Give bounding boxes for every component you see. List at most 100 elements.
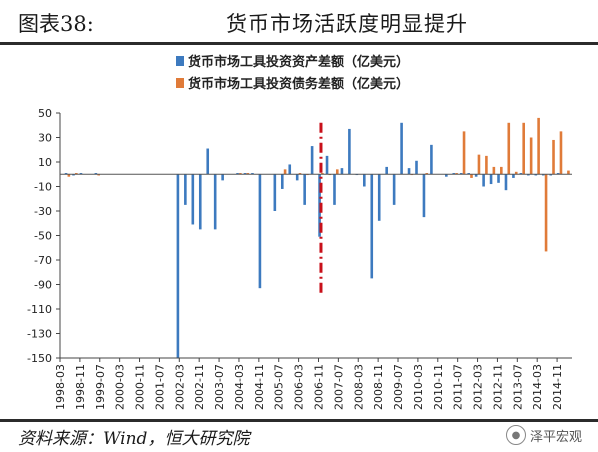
x-tick-label: 2012-03: [472, 364, 485, 410]
bar: [541, 174, 545, 176]
bar: [529, 137, 533, 175]
bar: [527, 174, 530, 176]
y-tick-label: -130: [27, 328, 52, 341]
bar: [79, 173, 83, 175]
bar: [514, 171, 518, 175]
bar: [430, 144, 433, 175]
figure-title: 货币市场活跃度明显提升: [226, 12, 468, 36]
bar: [459, 173, 463, 175]
source-note: 资料来源：Wind，恒大研究院: [18, 429, 250, 449]
x-tick-label: 2014-11: [551, 364, 564, 410]
bar: [340, 168, 344, 175]
x-tick-label: 2010-11: [432, 364, 445, 410]
bar: [363, 174, 366, 187]
bar: [534, 174, 538, 176]
x-tick-label: 2002-11: [193, 364, 206, 410]
bar: [236, 173, 239, 175]
bar: [567, 170, 570, 175]
bar: [559, 131, 563, 175]
bar: [500, 166, 503, 175]
bar: [377, 174, 381, 221]
bar: [497, 174, 500, 183]
y-tick-label: -70: [34, 254, 52, 267]
bar: [335, 169, 339, 175]
bar: [283, 169, 287, 175]
top-rule: [0, 42, 598, 45]
y-tick-label: -110: [27, 303, 52, 316]
x-tick-label: 2014-03: [531, 364, 544, 410]
bar: [198, 174, 202, 230]
legend-label: 货币市场工具投资债务差额（亿美元）: [188, 76, 409, 92]
x-tick-label: 2001-07: [153, 364, 166, 410]
bar: [310, 146, 314, 175]
bar: [504, 174, 508, 191]
bar: [477, 154, 481, 175]
bar: [415, 160, 418, 175]
x-tick-label: 2008-03: [352, 364, 365, 410]
bar: [425, 173, 429, 175]
legend-label: 货币市场工具投资资产差额（亿美元）: [188, 54, 409, 70]
x-tick-label: 2003-07: [213, 364, 226, 410]
bar: [321, 173, 324, 175]
x-tick-label: 2006-03: [293, 364, 306, 410]
bar: [512, 174, 515, 178]
bar: [251, 173, 254, 175]
bar: [552, 139, 555, 175]
x-tick-label: 2010-03: [412, 364, 425, 410]
bar: [213, 174, 217, 230]
bar: [97, 174, 100, 176]
y-tick-label: -50: [34, 230, 52, 243]
bar: [455, 173, 458, 175]
bar: [75, 173, 78, 175]
x-tick-label: 2007-07: [332, 364, 345, 410]
bar: [537, 117, 540, 175]
bar: [370, 174, 374, 279]
x-tick-label: 2004-11: [253, 364, 266, 410]
x-tick-label: 1998-03: [54, 364, 67, 410]
x-tick-label: 2013-07: [511, 364, 524, 410]
watermark-badge: ● 泽平宏观: [506, 424, 582, 446]
x-tick-label: 2008-11: [372, 364, 385, 410]
bar: [72, 174, 75, 176]
x-tick-label: 2011-07: [452, 364, 465, 410]
x-tick-label: 2002-03: [173, 364, 186, 410]
x-tick-label: 2009-07: [392, 364, 405, 410]
wechat-icon: ●: [506, 425, 526, 445]
y-tick-label: 10: [38, 156, 52, 169]
bar: [445, 174, 448, 177]
bar: [482, 174, 485, 187]
bar: [191, 174, 195, 225]
bar: [489, 174, 493, 185]
bar: [392, 174, 396, 205]
bar: [258, 174, 262, 289]
bar: [492, 166, 496, 175]
x-tick-label: 1999-07: [94, 364, 107, 410]
bar: [519, 173, 523, 175]
bar: [239, 173, 242, 175]
bar: [522, 122, 525, 175]
bar: [176, 174, 180, 358]
legend-swatch: [176, 56, 184, 66]
y-tick-label: -30: [34, 205, 52, 218]
bar: [407, 168, 411, 175]
bottom-rule: [0, 419, 598, 422]
bar: [325, 155, 329, 175]
figure-number: 图表38:: [18, 12, 94, 36]
x-tick-label: 2006-11: [312, 364, 325, 410]
y-tick-label: 30: [38, 132, 52, 145]
bar: [422, 174, 426, 218]
bar: [474, 174, 478, 177]
bar: [556, 173, 560, 175]
bar: [462, 131, 466, 175]
bar: [507, 122, 511, 175]
bar: [206, 148, 210, 175]
bar: [273, 174, 277, 211]
bar: [280, 174, 284, 189]
bar: [303, 174, 306, 205]
bar: [485, 155, 488, 175]
bar: [400, 122, 403, 175]
bar: [549, 174, 553, 176]
y-tick-label: 50: [38, 107, 52, 120]
legend-swatch: [176, 78, 184, 88]
bar: [67, 174, 71, 177]
